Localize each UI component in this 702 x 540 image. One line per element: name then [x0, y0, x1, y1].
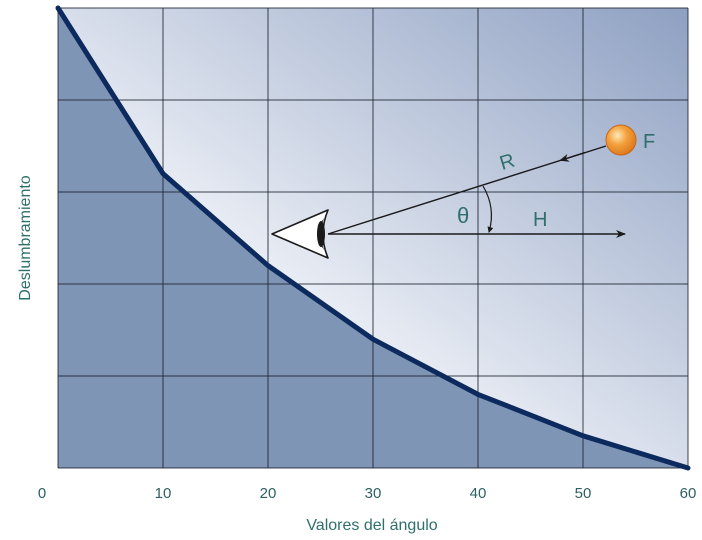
angle-arc [482, 185, 494, 233]
x-tick-label: 50 [575, 485, 592, 502]
angle-label: θ [457, 203, 469, 228]
x-tick-label: 20 [260, 485, 277, 502]
horizontal-label: H [533, 209, 547, 231]
x-tick-label: 60 [680, 485, 697, 502]
x-axis-ticks: 0 10 20 30 40 50 60 [38, 485, 697, 502]
eye-icon [271, 209, 329, 259]
x-tick-label: 10 [155, 485, 172, 502]
y-axis-title: Deslumbramiento [17, 175, 34, 300]
light-source-icon [605, 124, 637, 156]
glare-curve [55, 5, 691, 471]
source-label: F [643, 131, 655, 153]
x-tick-label: 30 [365, 485, 382, 502]
ray-arrow [559, 151, 586, 162]
x-axis-title: Valores del ángulo [306, 517, 437, 534]
glare-area [58, 8, 688, 468]
angle-diagram: F R H θ [271, 124, 655, 259]
x-tick-label: 40 [470, 485, 487, 502]
grid [57, 7, 689, 469]
distance-label: R [497, 150, 517, 175]
x-tick-label: 0 [38, 485, 46, 502]
